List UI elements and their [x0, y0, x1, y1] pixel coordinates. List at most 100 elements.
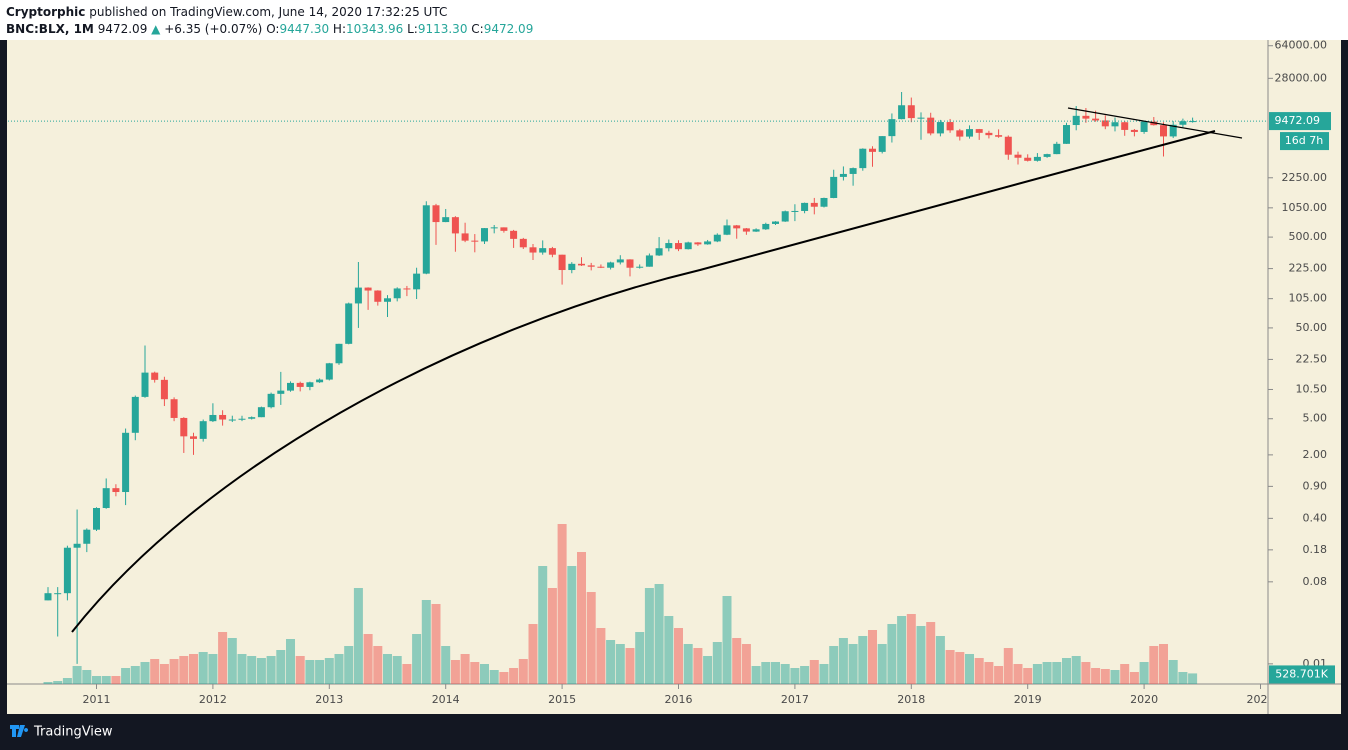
volume-bar	[644, 588, 654, 684]
volume-bar	[421, 600, 431, 684]
candle-body	[500, 227, 508, 231]
candle-body	[1092, 118, 1100, 121]
volume-bar	[1032, 664, 1042, 684]
y-tick-label: 0.08	[1303, 575, 1328, 588]
volume-bar	[567, 566, 577, 684]
candle-body	[684, 242, 692, 250]
l-key: L:	[407, 22, 418, 36]
candle-body	[209, 414, 217, 422]
volume-bar	[1081, 662, 1091, 684]
candle-body	[781, 211, 789, 222]
candle-body	[1101, 120, 1109, 127]
candle-body	[849, 168, 857, 174]
candle-body	[568, 263, 576, 271]
candle-body	[471, 240, 479, 242]
volume-bar	[1013, 664, 1023, 684]
volume-bar	[1110, 670, 1120, 684]
candle-body	[519, 238, 527, 248]
volume-bar	[819, 664, 829, 684]
author[interactable]: Cryptorphic	[6, 5, 86, 19]
candle-body	[1179, 121, 1187, 125]
volume-bar	[509, 668, 519, 684]
volume-bar	[916, 626, 926, 684]
candle-body	[1160, 125, 1167, 137]
logo[interactable]: TradingView	[10, 725, 113, 740]
candle-body	[170, 399, 178, 418]
volume-bar	[606, 640, 616, 684]
c-value: 9472.09	[483, 22, 534, 36]
candle-body	[1082, 115, 1090, 119]
candle-body	[1189, 121, 1197, 123]
volume-bar	[92, 676, 101, 684]
candle-body	[995, 135, 1003, 137]
volume-bar	[1149, 646, 1159, 684]
symbol: BNC:BLX, 1M	[6, 22, 94, 36]
candle-body	[762, 223, 770, 230]
candle-body	[374, 290, 382, 302]
y-tick-label: 225.00	[1289, 262, 1328, 275]
candle-body	[228, 419, 236, 421]
candle-body	[1130, 129, 1138, 132]
candle-body	[1140, 121, 1148, 132]
candle-body	[936, 122, 944, 134]
volume-bar	[557, 524, 567, 684]
candle-body	[578, 263, 585, 266]
y-tick-label: 0.40	[1303, 511, 1328, 524]
y-tick-label: 0.90	[1303, 479, 1328, 492]
candle-body	[277, 390, 285, 394]
volume-bar	[208, 654, 218, 684]
volume-bar	[1139, 662, 1149, 684]
volume-bar	[43, 682, 53, 684]
volume-bar	[1188, 673, 1198, 684]
candle-body	[131, 396, 139, 433]
volume-bar	[1042, 662, 1052, 684]
volume-bar	[1159, 644, 1168, 684]
volume-bar	[780, 664, 790, 684]
candle-body	[481, 228, 488, 242]
y-tick-label: 50.00	[1296, 321, 1328, 334]
candle-body	[830, 176, 838, 198]
candle-body	[442, 217, 450, 223]
candle-body	[461, 233, 469, 241]
candle-body	[898, 105, 906, 120]
candle-body	[616, 259, 624, 263]
volume-bar	[965, 654, 974, 684]
l-value: 9113.30	[417, 22, 468, 36]
volume-bar	[761, 662, 771, 684]
candle-body	[888, 119, 896, 137]
volume-bar	[945, 650, 955, 684]
volume-bar	[315, 660, 325, 684]
volume-layer	[43, 524, 1198, 684]
candle-body	[248, 417, 256, 419]
candle-body	[946, 122, 954, 131]
volume-bar	[189, 654, 198, 684]
h-value: 10343.96	[346, 22, 404, 36]
price-label: 9472.09	[1275, 114, 1321, 127]
candle-body	[257, 407, 265, 418]
countdown-box	[1280, 132, 1329, 151]
volume-bar	[121, 668, 131, 684]
candle-body	[422, 205, 430, 274]
volume-bar	[800, 666, 810, 684]
candle-body	[316, 379, 324, 383]
y-tick-label: 2250.00	[1282, 171, 1328, 184]
x-tick-label: 2018	[897, 693, 925, 706]
candle-body	[607, 262, 615, 268]
volume-bar	[1178, 672, 1188, 684]
volume-bar	[955, 652, 965, 684]
volume-bar	[1023, 668, 1033, 684]
candle-body	[345, 303, 353, 344]
volume-bar	[693, 648, 703, 684]
candle-body	[122, 432, 130, 493]
volume-bar	[324, 658, 334, 684]
countdown: 16d 7h	[1285, 134, 1323, 147]
support-curve	[71, 130, 1216, 633]
candle-body	[510, 230, 518, 239]
candle-body	[451, 217, 459, 234]
candle-body	[558, 254, 566, 271]
volume-bar	[101, 676, 111, 684]
y-tick-label: 22.50	[1296, 352, 1328, 365]
o-value: 9447.30	[279, 22, 330, 36]
candle-body	[1063, 125, 1070, 144]
volume-bar	[363, 634, 373, 684]
